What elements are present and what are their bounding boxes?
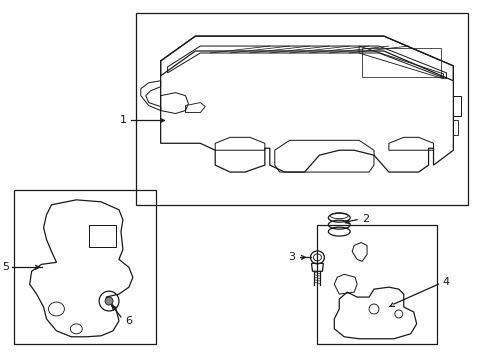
Text: 1: 1 bbox=[119, 116, 126, 126]
Bar bbox=[136, 13, 468, 205]
Bar bbox=[361, 48, 441, 77]
Text: 6: 6 bbox=[125, 316, 132, 326]
Text: 4: 4 bbox=[442, 277, 449, 287]
Text: 5: 5 bbox=[2, 262, 9, 272]
Bar bbox=[317, 225, 436, 344]
Bar bbox=[14, 190, 155, 344]
Text: 2: 2 bbox=[362, 214, 369, 224]
Bar bbox=[89, 225, 116, 247]
Text: 3: 3 bbox=[287, 252, 295, 262]
Ellipse shape bbox=[105, 297, 113, 305]
